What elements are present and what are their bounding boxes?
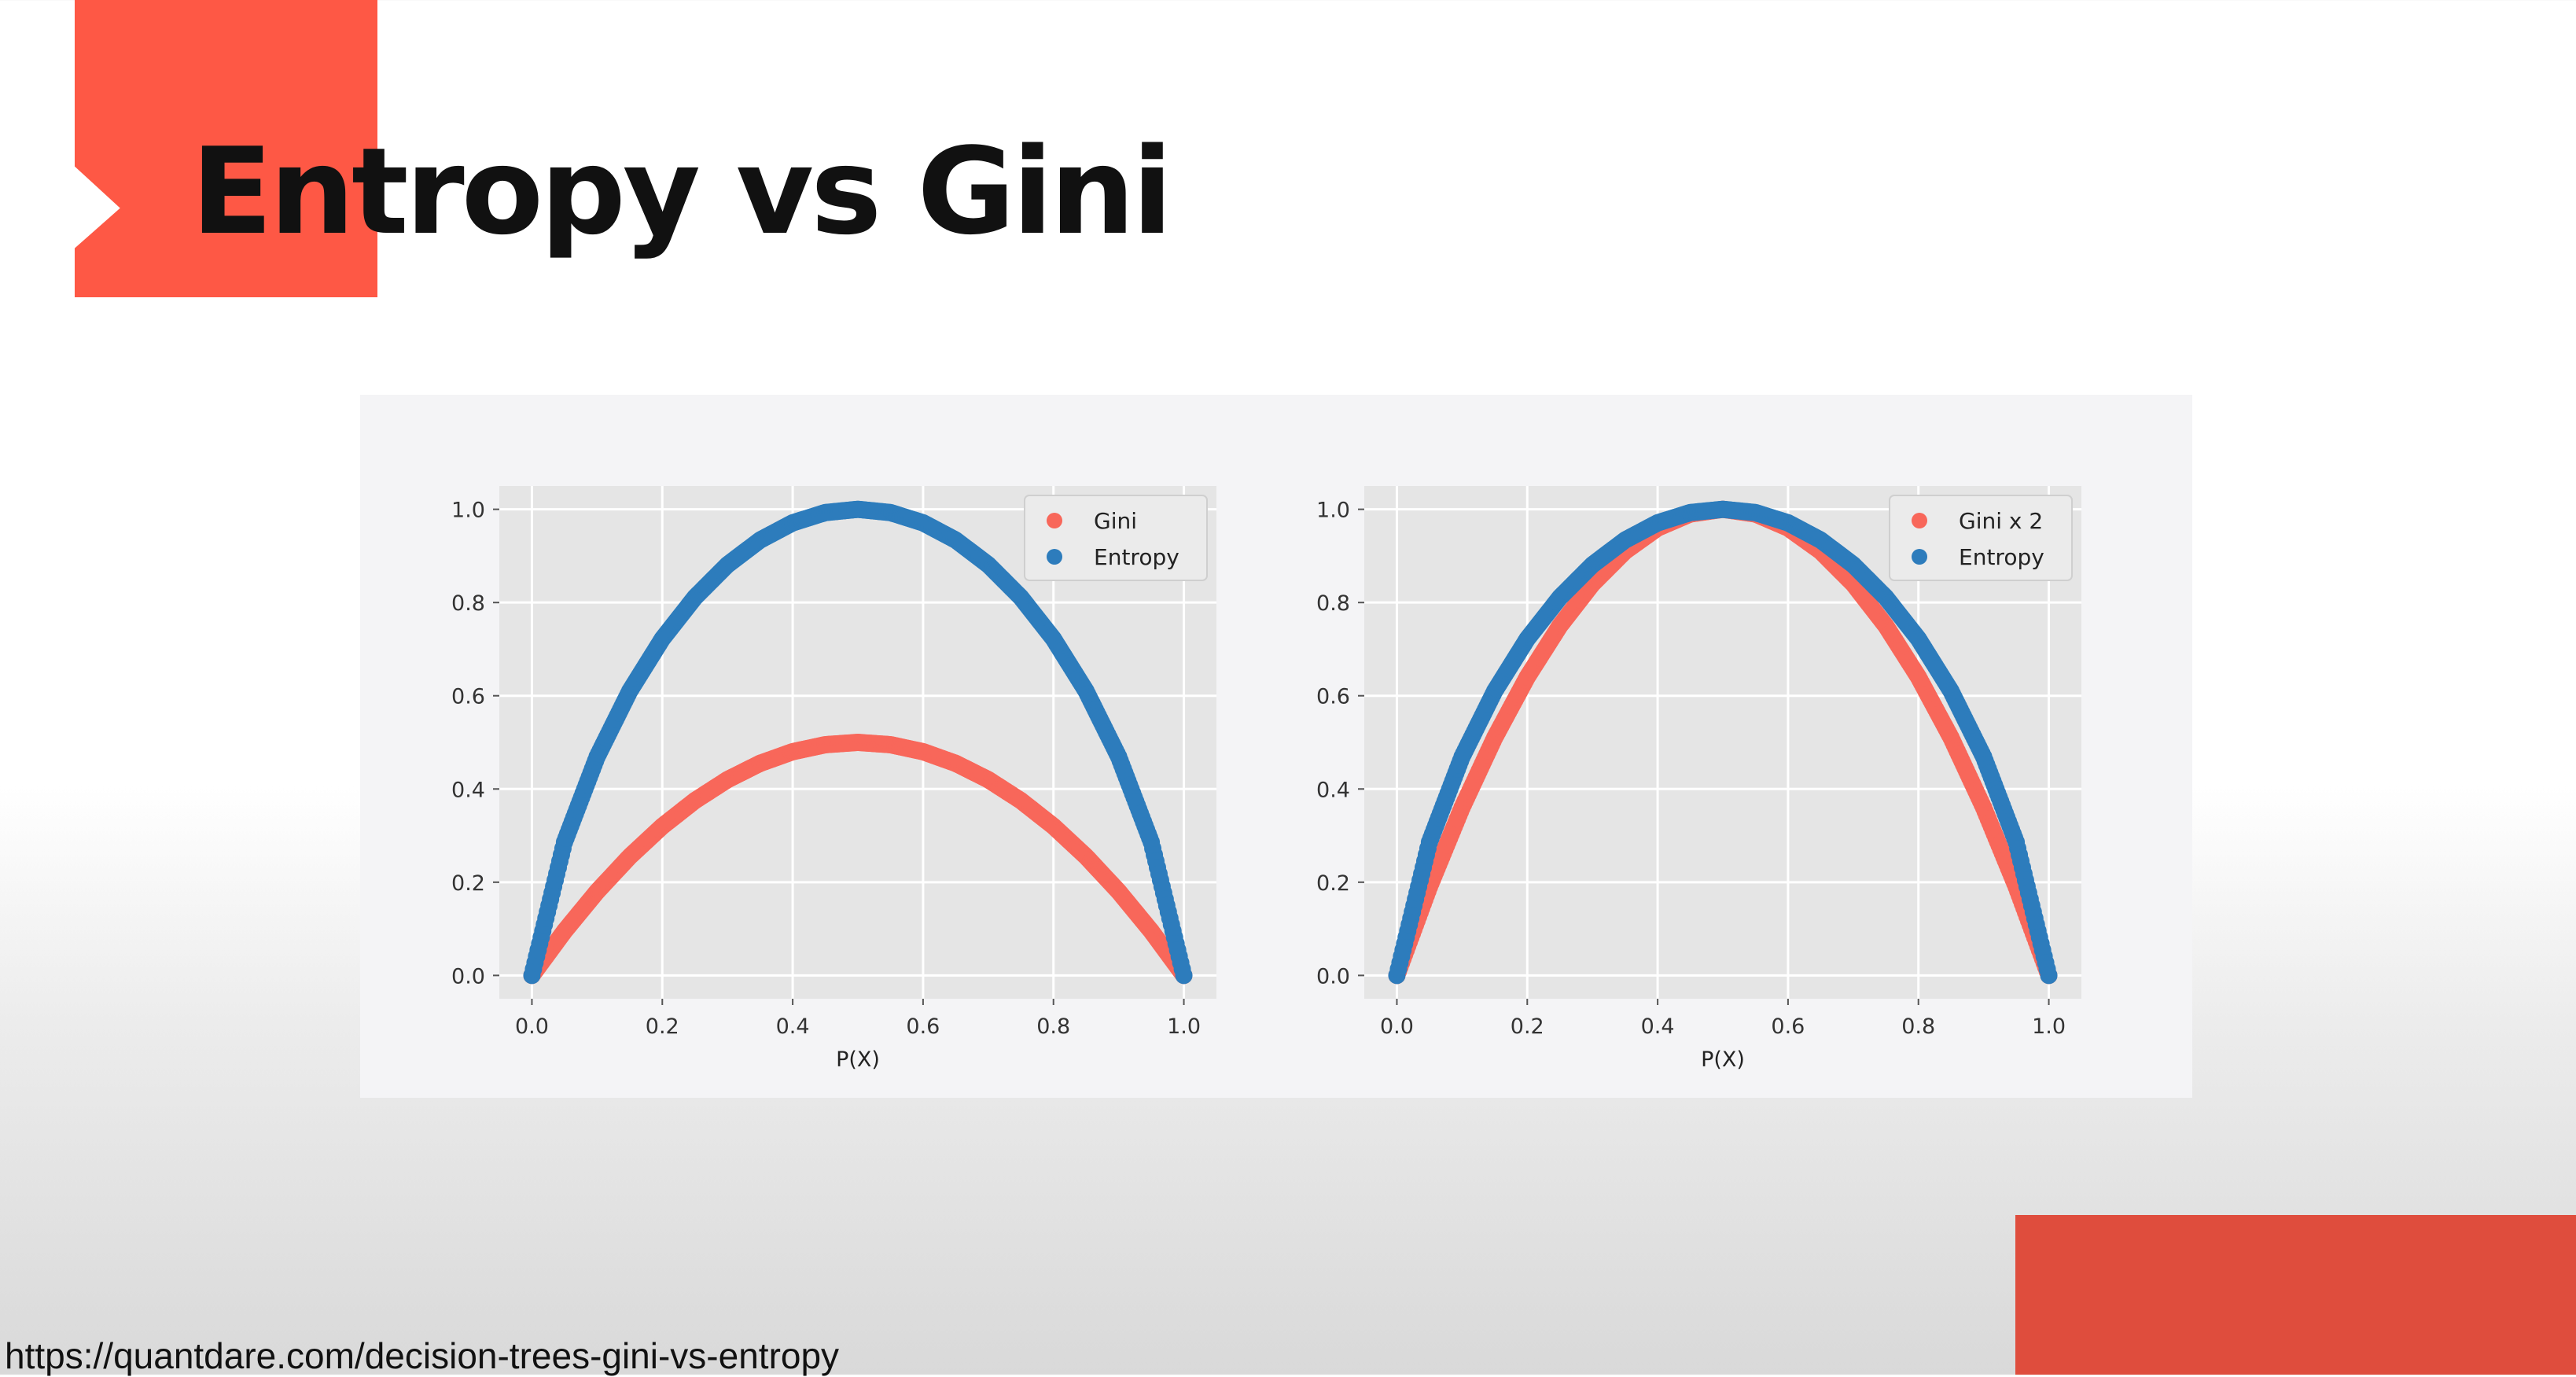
x-tick-label: 0.6 — [1771, 1014, 1805, 1039]
y-tick-label: 0.0 — [1316, 964, 1350, 989]
x-tick-label: 0.4 — [776, 1014, 810, 1039]
x-tick-label: 0.8 — [1036, 1014, 1070, 1039]
y-tick-label: 0.6 — [451, 685, 485, 709]
accent-shape-bottom — [2015, 1215, 2576, 1375]
y-tick-label: 0.6 — [1316, 685, 1350, 709]
y-tick-label: 1.0 — [451, 499, 485, 523]
series-gini — [523, 734, 1193, 985]
chart-figure: 0.0 0.2 0.4 0.6 0.8 1.0 0.0 0.2 0.4 0.6 0.8 1.0 P(X)… — [451, 486, 2081, 1072]
y-tick-label: 0.4 — [451, 778, 485, 802]
legend-label: Gini x 2 — [1959, 508, 2043, 534]
legend-marker — [1912, 513, 1927, 528]
data-point — [1175, 966, 1193, 985]
y-tick-label: 0.0 — [451, 964, 485, 989]
legend-marker — [1912, 549, 1927, 565]
x-tick-label: 0.0 — [515, 1014, 549, 1039]
legend-label: Entropy — [1959, 544, 2044, 570]
x-tick-label: 1.0 — [2032, 1014, 2066, 1039]
legend-label: Entropy — [1094, 544, 1179, 570]
y-tick-label: 0.8 — [451, 591, 485, 616]
x-tick-label: 0.6 — [906, 1014, 940, 1039]
chart-2: 0.0 0.2 0.4 0.6 0.8 1.0 0.0 0.2 0.4 0.6 0.8 1.0 P(X)… — [1316, 486, 2081, 1072]
accent-shape-top — [75, 0, 377, 297]
legend-box — [1889, 495, 2073, 581]
x-tick-label: 0.0 — [1380, 1014, 1414, 1039]
x-axis-label: P(X) — [836, 1047, 880, 1072]
y-tick-label: 0.2 — [451, 871, 485, 896]
y-tick-label: 0.8 — [1316, 591, 1350, 616]
chart-1: 0.0 0.2 0.4 0.6 0.8 1.0 0.0 0.2 0.4 0.6 0.8 1.0 P(X)… — [451, 486, 1216, 1072]
x-tick-label: 1.0 — [1167, 1014, 1201, 1039]
x-tick-label: 0.2 — [646, 1014, 679, 1039]
source-url[interactable]: https://quantdare.com/decision-trees-gin… — [5, 1335, 840, 1376]
x-tick-label: 0.2 — [1511, 1014, 1544, 1039]
legend-marker — [1047, 549, 1062, 565]
legend: Gini Entropy — [1024, 495, 1208, 581]
legend: Gini x 2 Entropy — [1889, 495, 2073, 581]
x-axis-label: P(X) — [1701, 1047, 1745, 1072]
x-tick-label: 0.4 — [1641, 1014, 1675, 1039]
legend-marker — [1047, 513, 1062, 528]
legend-label: Gini — [1094, 508, 1137, 534]
slide-title: Entropy vs Gini — [191, 122, 1173, 261]
legend-box — [1024, 495, 1208, 581]
data-point — [2040, 966, 2058, 985]
x-tick-label: 0.8 — [1901, 1014, 1935, 1039]
figure-panel: 0.0 0.2 0.4 0.6 0.8 1.0 0.0 0.2 0.4 0.6 0.8 1.0 P(X)… — [360, 395, 2192, 1098]
y-tick-label: 1.0 — [1316, 499, 1350, 523]
y-tick-label: 0.2 — [1316, 871, 1350, 896]
series-entropy — [523, 500, 1193, 985]
series-entropy — [1388, 500, 2058, 985]
y-tick-label: 0.4 — [1316, 778, 1350, 802]
